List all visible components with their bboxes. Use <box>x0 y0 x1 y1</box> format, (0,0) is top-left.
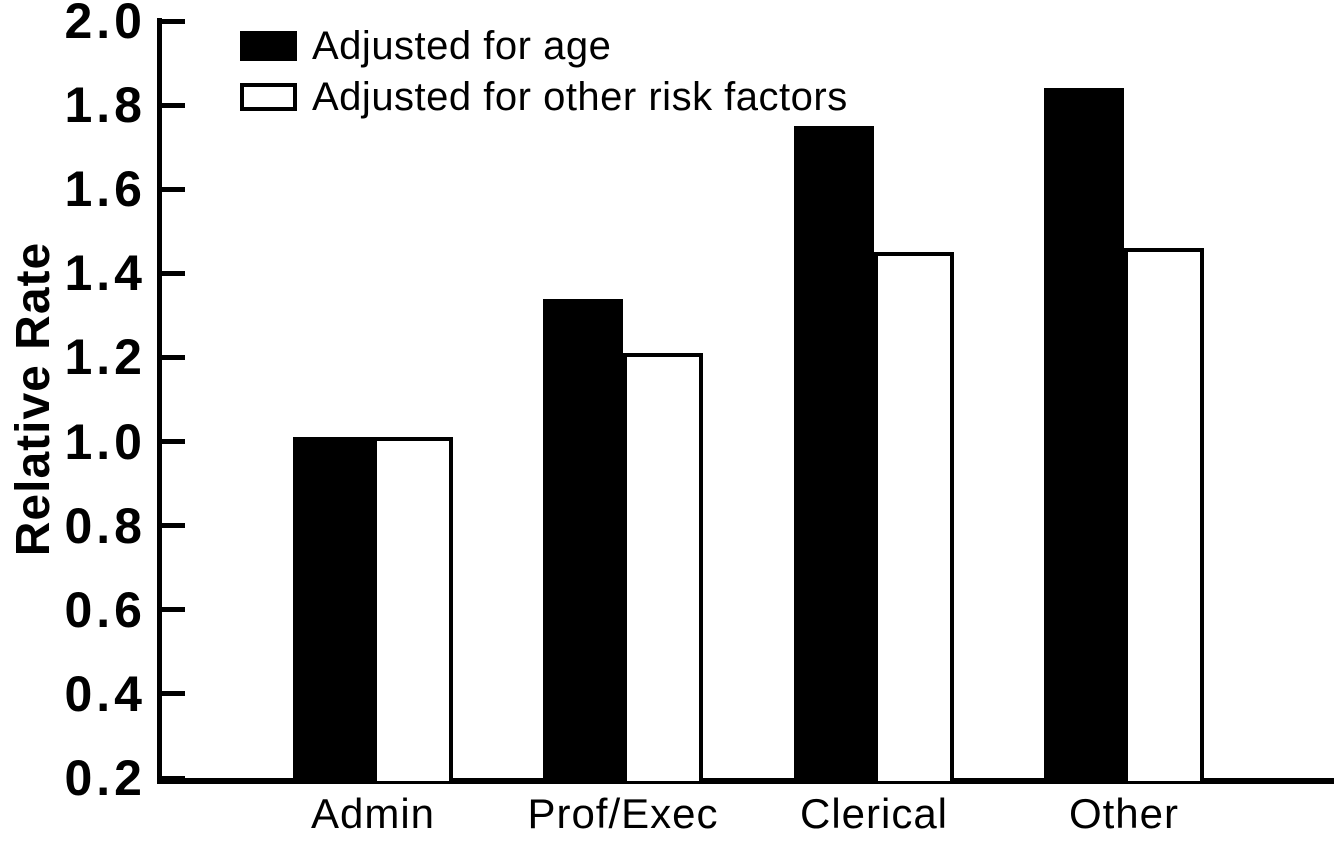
y-tick-label-0.4: 0.4 <box>64 666 146 722</box>
bar-adjusted-for-other-risk-factors-other <box>1124 248 1204 781</box>
legend-swatch-open <box>240 83 297 111</box>
legend-label: Adjusted for other risk factors <box>312 75 848 119</box>
legend-item-adjusted-for-other-risk-factors: Adjusted for other risk factors <box>240 77 848 117</box>
bar-adjusted-for-age-other <box>1044 88 1124 781</box>
y-tick-mark-0.6 <box>158 607 185 612</box>
y-tick-label-1.2: 1.2 <box>64 329 146 385</box>
y-tick-mark-2.0 <box>158 19 185 24</box>
y-tick-mark-1.4 <box>158 271 185 276</box>
y-tick-label-1.0: 1.0 <box>64 414 146 470</box>
y-tick-label-0.8: 0.8 <box>64 498 146 554</box>
bar-adjusted-for-age-prof-exec <box>543 299 623 781</box>
legend-label: Adjusted for age <box>312 24 612 68</box>
y-tick-mark-1.2 <box>158 355 185 360</box>
y-tick-label-0.2: 0.2 <box>64 750 146 806</box>
y-tick-mark-0.8 <box>158 523 185 528</box>
y-tick-mark-1.8 <box>158 103 185 108</box>
x-category-label-admin: Admin <box>310 790 436 837</box>
y-tick-mark-1.6 <box>158 187 185 192</box>
bar-adjusted-for-other-risk-factors-prof-exec <box>623 353 703 781</box>
legend: Adjusted for age Adjusted for other risk… <box>240 26 848 117</box>
x-category-label-other: Other <box>1068 790 1180 837</box>
y-tick-mark-0.4 <box>158 691 185 696</box>
bar-adjusted-for-other-risk-factors-admin <box>373 437 453 781</box>
legend-item-adjusted-for-age: Adjusted for age <box>240 26 848 66</box>
y-tick-label-1.4: 1.4 <box>64 245 146 301</box>
bar-adjusted-for-age-clerical <box>794 126 874 781</box>
y-axis-line <box>157 18 162 783</box>
y-tick-mark-1.0 <box>158 439 185 444</box>
bar-adjusted-for-age-admin <box>293 437 373 781</box>
x-category-label-clerical: Clerical <box>799 790 949 837</box>
y-tick-label-1.8: 1.8 <box>64 77 146 133</box>
y-tick-label-1.6: 1.6 <box>64 161 146 217</box>
y-tick-label-0.6: 0.6 <box>64 582 146 638</box>
y-tick-mark-0.2 <box>158 776 185 781</box>
bar-adjusted-for-other-risk-factors-clerical <box>874 252 954 781</box>
y-tick-label-2.0: 2.0 <box>64 0 146 49</box>
x-axis-line <box>157 778 1334 784</box>
legend-swatch-filled <box>240 31 297 61</box>
x-category-label-prof-exec: Prof/Exec <box>527 790 719 837</box>
